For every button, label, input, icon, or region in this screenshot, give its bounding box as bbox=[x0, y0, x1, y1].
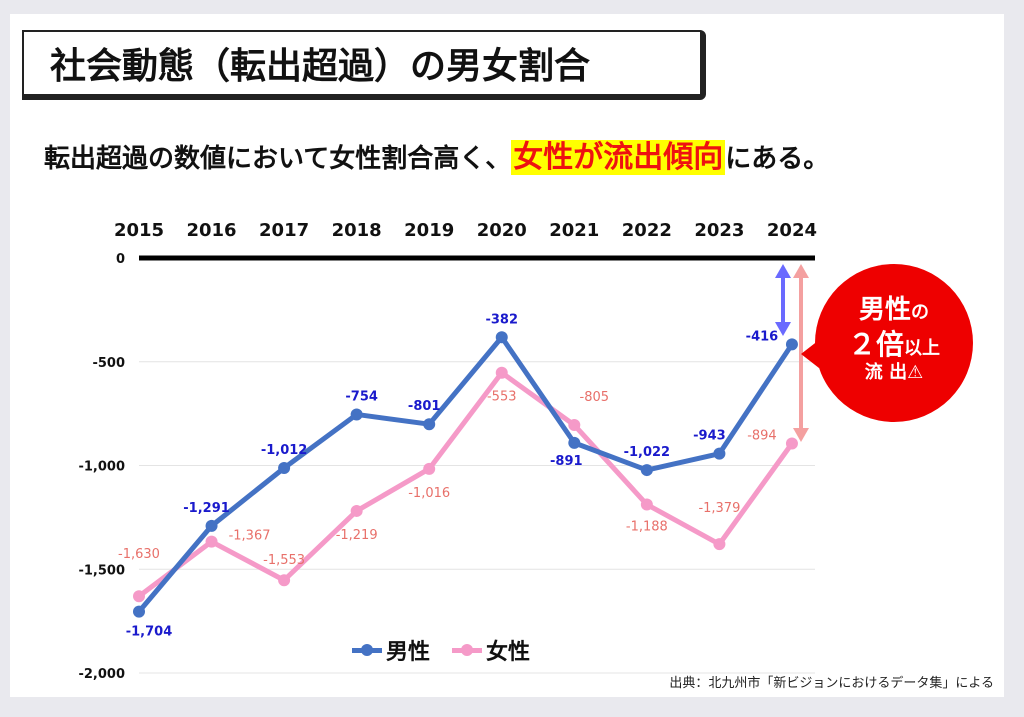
x-tick-label: 2017 bbox=[259, 220, 309, 241]
male-data-label: -801 bbox=[408, 399, 441, 414]
male-data-label: -1,022 bbox=[624, 445, 671, 460]
callout-text: ２倍 bbox=[847, 327, 904, 361]
female-data-label: -894 bbox=[747, 429, 777, 444]
x-tick-label: 2018 bbox=[332, 220, 382, 241]
female-point bbox=[568, 419, 581, 432]
x-tick-label: 2015 bbox=[114, 220, 164, 241]
x-tick-label: 2020 bbox=[477, 220, 527, 241]
male-point bbox=[350, 408, 363, 421]
x-tick-label: 2016 bbox=[186, 220, 236, 241]
legend-male-label: 男性 bbox=[386, 640, 431, 665]
female-point bbox=[640, 498, 653, 511]
male-gap-arrow-head bbox=[775, 264, 791, 278]
male-data-label: -382 bbox=[485, 312, 518, 327]
female-point bbox=[423, 462, 436, 475]
female-data-label: -1,219 bbox=[336, 528, 378, 543]
female-point bbox=[205, 535, 218, 548]
male-data-label: -1,291 bbox=[183, 501, 230, 516]
subtitle: 転出超過の数値において女性割合高く、女性が流出傾向にある。 bbox=[44, 132, 829, 176]
male-data-label: -754 bbox=[345, 389, 378, 404]
female-data-label: -1,188 bbox=[626, 520, 668, 535]
legend-female-label: 女性 bbox=[486, 640, 531, 665]
callout-text: の bbox=[911, 302, 929, 323]
x-tick-label: 2021 bbox=[549, 220, 599, 241]
source-note: 出典：北九州市「新ビジョンにおけるデータ集」による bbox=[669, 676, 994, 691]
female-gap-arrow-head bbox=[793, 428, 809, 442]
page-title: 社会動態（転出超過）の男女割合 bbox=[22, 30, 706, 100]
y-tick-label: 0 bbox=[116, 252, 125, 267]
female-data-label: -805 bbox=[580, 390, 610, 405]
callout-text: 男性 bbox=[858, 295, 911, 325]
male-point bbox=[423, 418, 436, 431]
female-point bbox=[713, 538, 726, 551]
x-tick-label: 2024 bbox=[767, 220, 817, 241]
male-gap-arrow-head bbox=[775, 322, 791, 336]
y-tick-label: -500 bbox=[92, 356, 125, 371]
male-point bbox=[568, 436, 581, 449]
female-point bbox=[350, 504, 363, 517]
legend-female: 女性 bbox=[452, 634, 530, 666]
male-point bbox=[133, 605, 145, 618]
male-data-label: -1,704 bbox=[126, 625, 173, 640]
x-tick-label: 2019 bbox=[404, 220, 454, 241]
male-data-label: -416 bbox=[746, 329, 779, 344]
callout-bubble: 男性の ２倍以上 流 出⚠ bbox=[801, 264, 973, 422]
male-point bbox=[785, 338, 798, 351]
female-data-label: -1,367 bbox=[229, 529, 271, 544]
female-point bbox=[278, 574, 291, 587]
male-point bbox=[278, 461, 291, 474]
female-data-label: -1,553 bbox=[263, 553, 305, 568]
subtitle-text: 転出超過の数値において女性割合高く、 bbox=[44, 144, 512, 174]
y-tick-label: -2,000 bbox=[78, 667, 125, 682]
male-point bbox=[713, 447, 726, 460]
male-point bbox=[205, 519, 218, 532]
callout-text: 流 出⚠ bbox=[864, 361, 924, 383]
female-data-label: -1,379 bbox=[698, 501, 740, 516]
male-line bbox=[137, 334, 795, 614]
female-line bbox=[137, 370, 794, 599]
female-gap-arrow-head bbox=[793, 264, 809, 278]
male-data-label: -1,012 bbox=[261, 443, 308, 458]
female-data-label: -553 bbox=[487, 390, 517, 405]
male-data-label: -891 bbox=[550, 454, 583, 469]
y-tick-label: -1,000 bbox=[78, 460, 125, 475]
male-data-label: -943 bbox=[693, 429, 726, 444]
female-point bbox=[133, 590, 145, 603]
y-tick-label: -1,500 bbox=[78, 563, 125, 578]
female-point bbox=[785, 437, 798, 450]
legend-male: 男性 bbox=[352, 634, 430, 666]
female-data-label: -1,630 bbox=[118, 547, 160, 562]
male-point bbox=[495, 331, 508, 344]
callout-text: 以上 bbox=[904, 337, 940, 359]
male-point bbox=[640, 464, 653, 477]
female-point bbox=[495, 366, 508, 379]
legend: 男性 女性 bbox=[352, 634, 530, 666]
female-data-label: -1,016 bbox=[408, 486, 450, 501]
subtitle-end: にある。 bbox=[725, 144, 830, 174]
x-tick-label: 2022 bbox=[622, 220, 672, 241]
subtitle-highlight: 女性が流出傾向 bbox=[511, 140, 726, 175]
x-tick-label: 2023 bbox=[694, 220, 744, 241]
